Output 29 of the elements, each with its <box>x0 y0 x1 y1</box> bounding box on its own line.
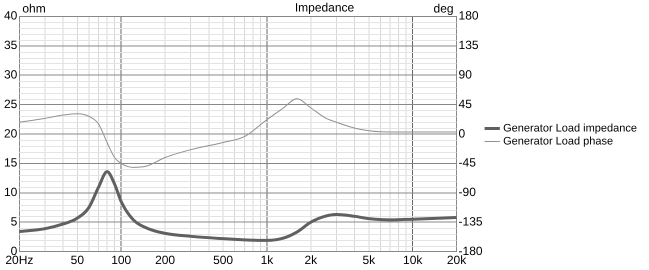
legend-label: Generator Load phase <box>503 136 614 148</box>
x-tick-label: 100 <box>111 253 132 268</box>
y2-tick-label: -135 <box>458 214 483 229</box>
x-tick-label: 50 <box>70 253 84 268</box>
y2-tick-label: 180 <box>458 8 479 23</box>
y-tick-label: 30 <box>4 68 18 82</box>
y2-tick-label: 0 <box>458 126 466 140</box>
y-tick-label: 35 <box>4 38 18 52</box>
x-tick-label: 200 <box>155 253 176 268</box>
y-tick-label: 10 <box>4 185 18 200</box>
y2-tick-label: 135 <box>458 38 479 52</box>
x-tick-label: 2k <box>304 253 318 268</box>
y2-tick-label: -45 <box>458 156 476 170</box>
x-tick-label: 500 <box>213 253 234 268</box>
y2-tick-label: 45 <box>458 96 472 111</box>
y2-tick-label: 90 <box>458 68 472 82</box>
legend-label: Generator Load impedance <box>503 122 638 135</box>
x-tick-label: 10k <box>403 253 424 268</box>
y-tick-label: 25 <box>4 96 18 111</box>
y-tick-label: 40 <box>4 8 18 23</box>
y-tick-label: 20 <box>4 126 18 140</box>
x-tick-label: 5k <box>362 253 376 268</box>
chart-title: Impedance <box>294 0 355 15</box>
y2-tick-label: -90 <box>458 185 476 200</box>
x-tick-label: 1k <box>260 253 274 268</box>
y-tick-label: 5 <box>10 214 18 229</box>
y2-axis-title: deg <box>434 2 454 16</box>
y-tick-label: 15 <box>4 156 18 170</box>
y-axis-title: ohm <box>22 2 46 16</box>
